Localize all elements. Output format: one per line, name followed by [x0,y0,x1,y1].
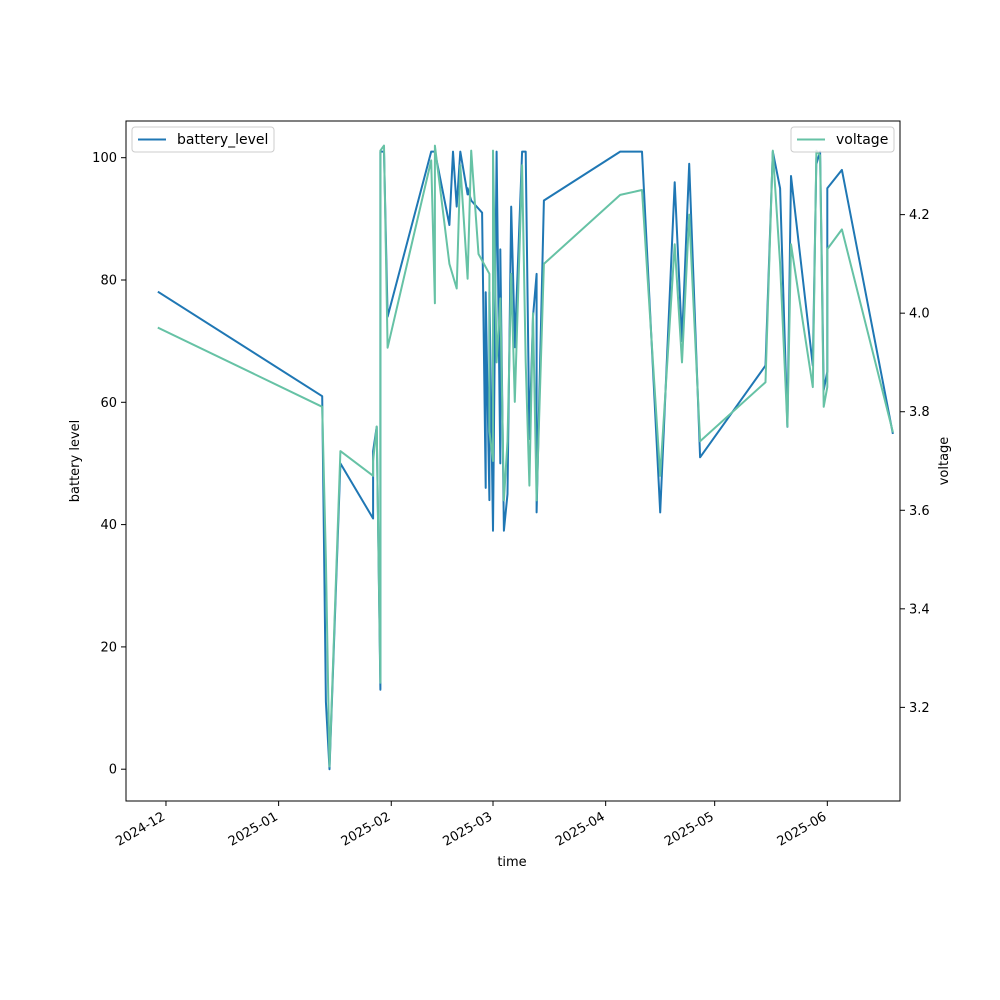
x-tick-label: 2025-05 [662,809,717,849]
legend-right-box [790,126,895,153]
y-left-tick-label: 40 [100,518,117,533]
y-right-tick-label: 4.2 [909,208,930,223]
x-axis: 2024-12 2025-01 2025-02 2025-03 2025-04 2025-… [113,801,829,850]
legend-left: battery_level [131,126,275,153]
plot-area [126,121,900,801]
y-right-tick-label: 3.8 [909,405,930,420]
legend-right-label: voltage [836,132,888,148]
plot-frame [125,120,901,802]
series-line-battery-level [157,150,894,771]
x-tick-label: 2025-03 [440,809,495,849]
y-right-tick-label: 4.0 [909,307,930,322]
legend-left-label: battery_level [177,132,268,148]
x-tick-label: 2024-12 [113,809,168,849]
y-right-tick-label: 3.4 [909,602,930,617]
plot-background [126,121,900,801]
y-left-tick-label: 0 [109,763,117,778]
y-left-tick-label: 80 [100,273,117,288]
x-tick-label: 2025-04 [553,809,608,849]
axes-frame [125,120,901,802]
y-right-tick-label: 3.2 [909,701,930,716]
y-left-tick-label: 60 [100,396,117,411]
series-lines [157,144,894,771]
y-left-tick-label: 20 [100,640,117,655]
x-tick-label: 2025-02 [339,809,394,849]
y-axis-right-title: voltage [937,437,952,486]
y-axis-left-title: battery level [68,420,83,503]
x-tick-label: 2025-01 [226,809,281,849]
legend-left-box [131,126,275,153]
y-axis-left: 0 20 40 60 80 100 [92,151,126,778]
y-axis-right: 3.2 3.4 3.6 3.8 4.0 4.2 [900,208,930,716]
y-left-tick-label: 100 [92,151,117,166]
y-right-tick-label: 3.6 [909,504,930,519]
x-axis-title: time [497,855,526,870]
legend-right: voltage [790,126,895,153]
x-tick-label: 2025-06 [775,809,830,849]
series-line-voltage [157,144,894,768]
